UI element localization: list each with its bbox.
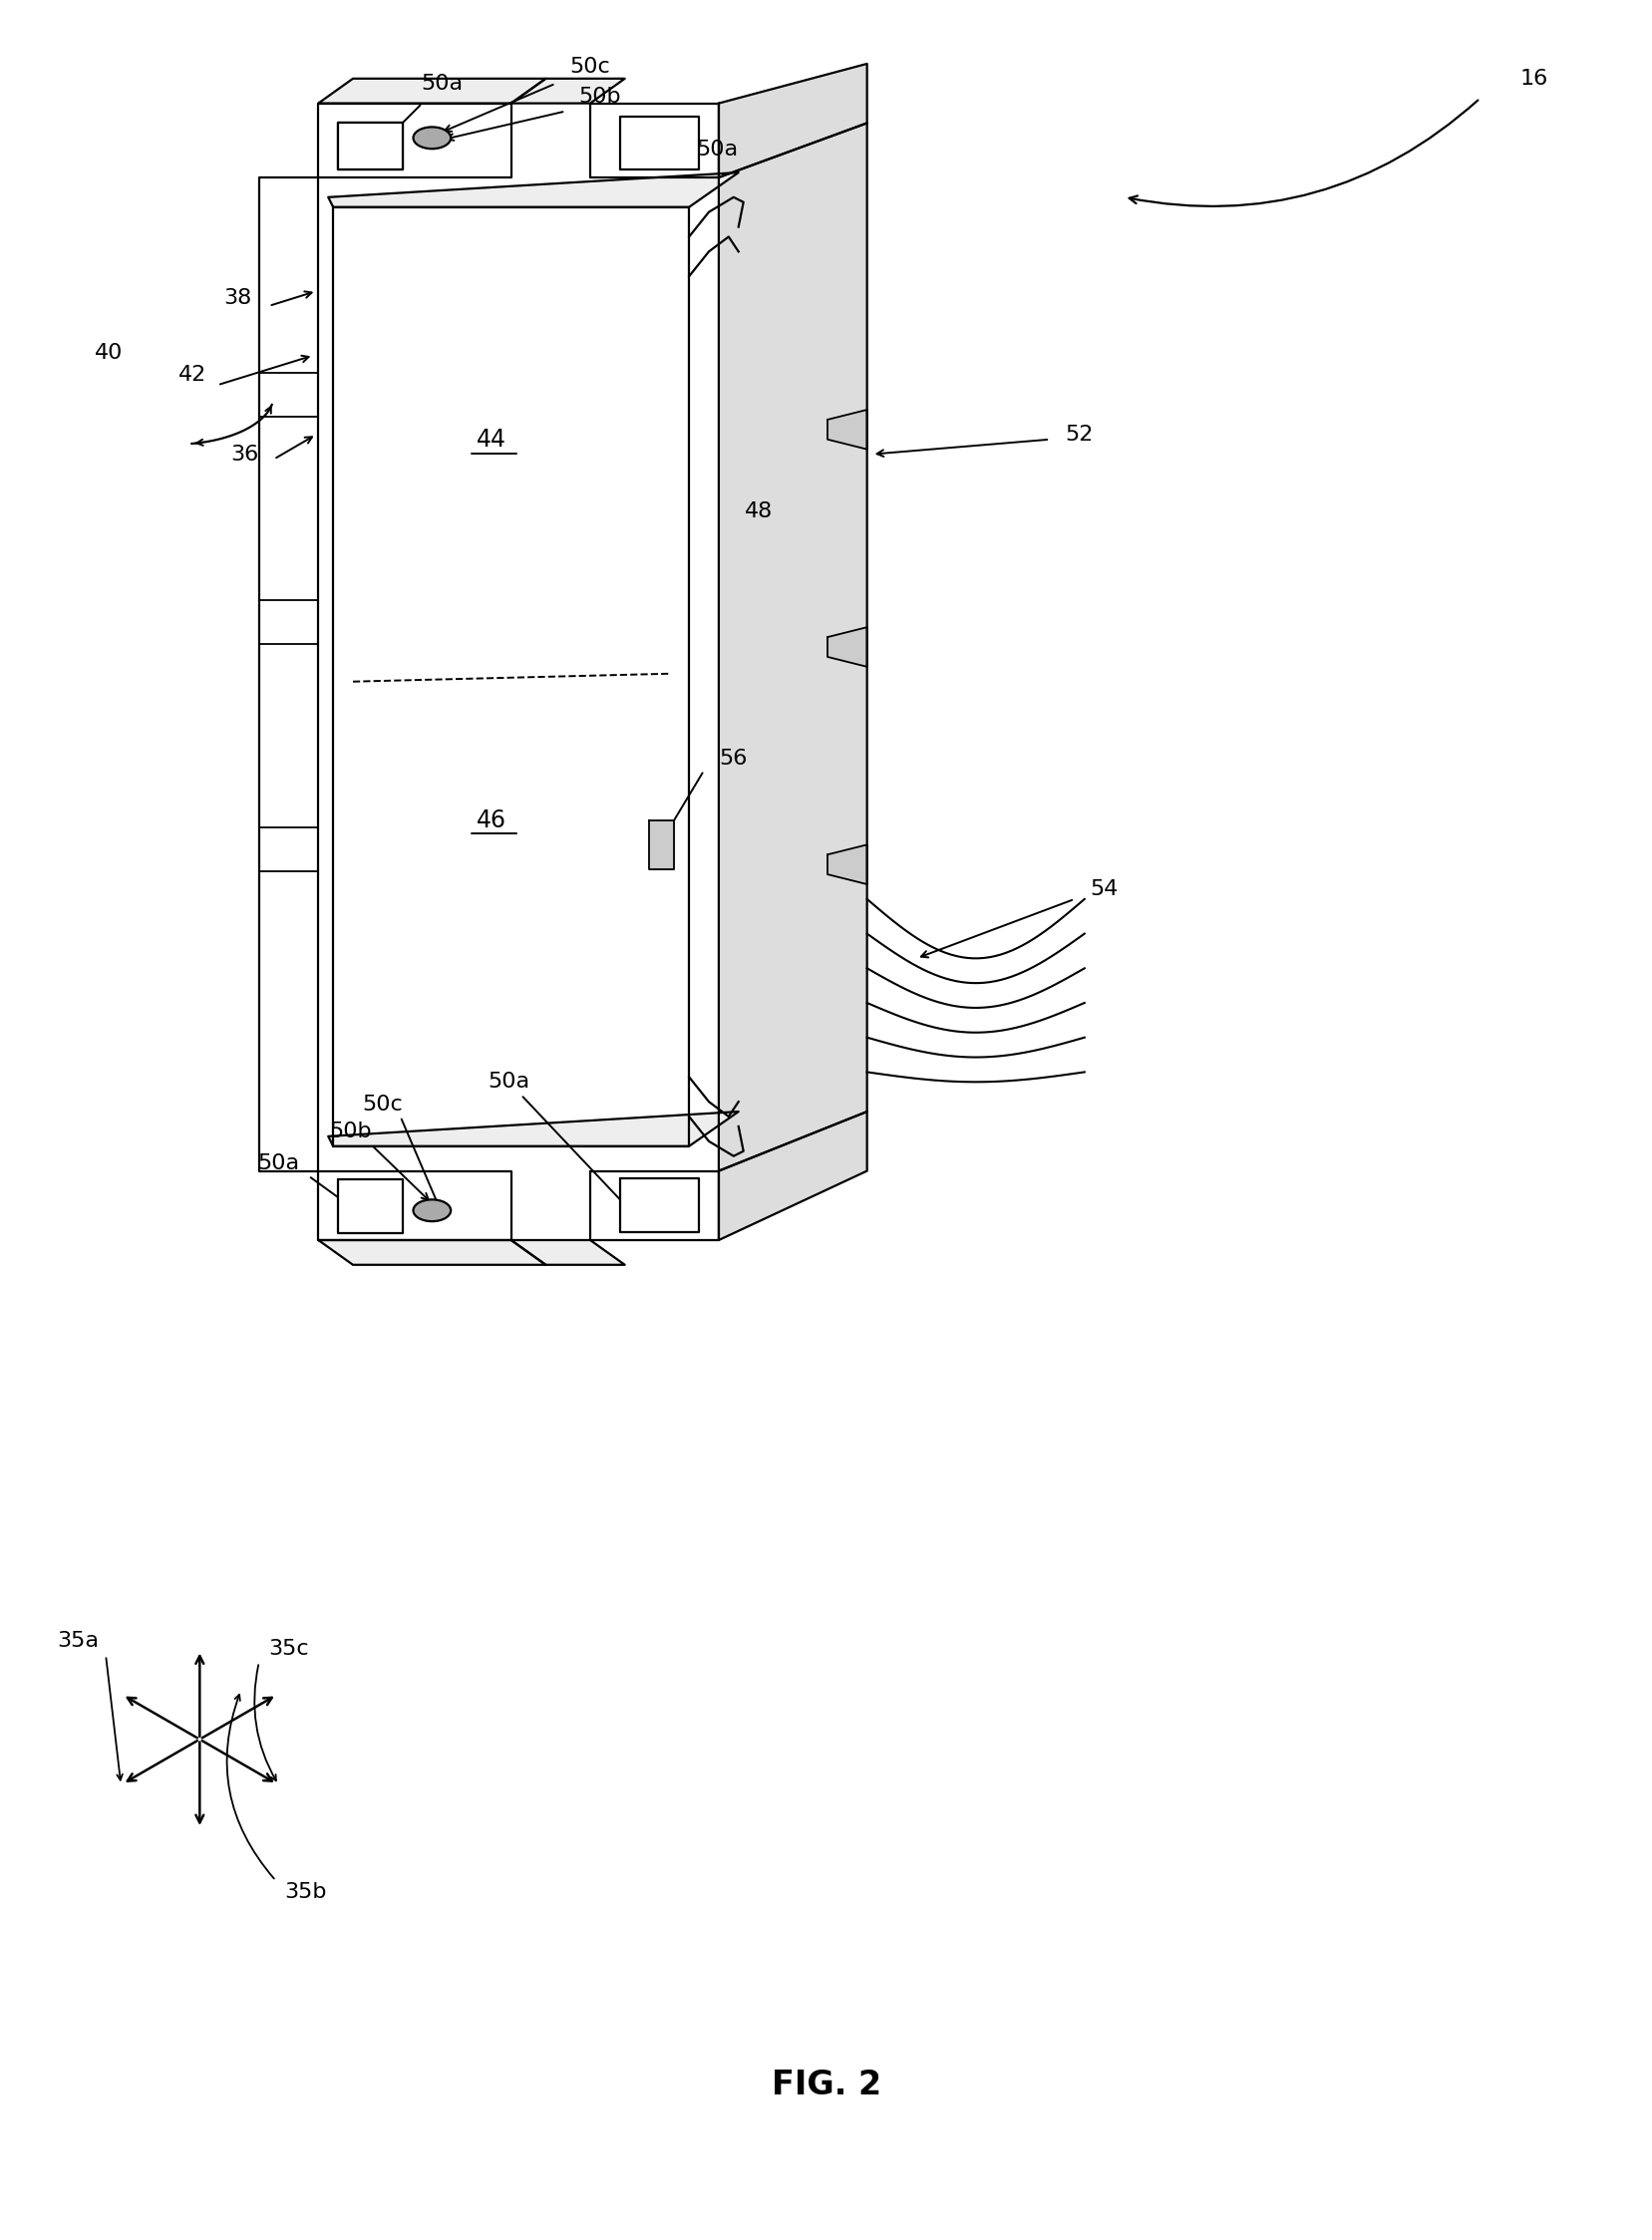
Polygon shape: [259, 829, 319, 871]
Polygon shape: [339, 1178, 401, 1234]
Polygon shape: [259, 374, 319, 417]
Text: 50a: 50a: [695, 139, 737, 159]
Text: 42: 42: [178, 365, 206, 385]
Text: 54: 54: [1090, 880, 1118, 898]
Polygon shape: [828, 844, 867, 885]
Polygon shape: [339, 123, 401, 170]
Text: 44: 44: [476, 428, 506, 450]
Polygon shape: [319, 1172, 510, 1241]
Polygon shape: [334, 206, 689, 1147]
Polygon shape: [719, 123, 867, 1172]
Polygon shape: [620, 116, 699, 170]
Polygon shape: [510, 78, 624, 103]
Polygon shape: [319, 78, 545, 103]
Polygon shape: [590, 103, 719, 177]
Polygon shape: [510, 1241, 624, 1266]
Polygon shape: [828, 627, 867, 668]
Text: 56: 56: [719, 748, 747, 768]
Polygon shape: [649, 820, 674, 869]
Text: 50c: 50c: [362, 1095, 403, 1116]
Polygon shape: [719, 63, 867, 177]
Polygon shape: [590, 1172, 719, 1241]
Polygon shape: [719, 1111, 867, 1241]
Text: 50c: 50c: [570, 56, 610, 76]
Polygon shape: [319, 103, 510, 177]
Text: 35a: 35a: [58, 1631, 99, 1651]
Polygon shape: [828, 410, 867, 450]
Polygon shape: [329, 172, 738, 206]
Text: 46: 46: [476, 809, 506, 831]
Polygon shape: [259, 600, 319, 645]
Ellipse shape: [413, 128, 451, 148]
Text: 50a: 50a: [421, 74, 463, 94]
Text: 36: 36: [230, 444, 258, 464]
Text: 50a: 50a: [258, 1154, 299, 1174]
Text: FIG. 2: FIG. 2: [771, 2070, 881, 2101]
Text: 35c: 35c: [268, 1637, 309, 1658]
Text: 16: 16: [1520, 69, 1548, 90]
Text: 50a: 50a: [487, 1073, 530, 1091]
Polygon shape: [259, 177, 319, 1172]
Ellipse shape: [413, 1201, 451, 1221]
Text: 35b: 35b: [284, 1882, 327, 1902]
Text: 52: 52: [1066, 426, 1094, 444]
Text: 50b: 50b: [329, 1122, 372, 1142]
Text: 38: 38: [223, 289, 251, 309]
Polygon shape: [319, 1241, 545, 1266]
Text: 50b: 50b: [578, 87, 621, 105]
Text: 40: 40: [94, 343, 122, 363]
Text: 48: 48: [743, 502, 771, 522]
Polygon shape: [620, 1178, 699, 1232]
Polygon shape: [329, 1111, 738, 1147]
